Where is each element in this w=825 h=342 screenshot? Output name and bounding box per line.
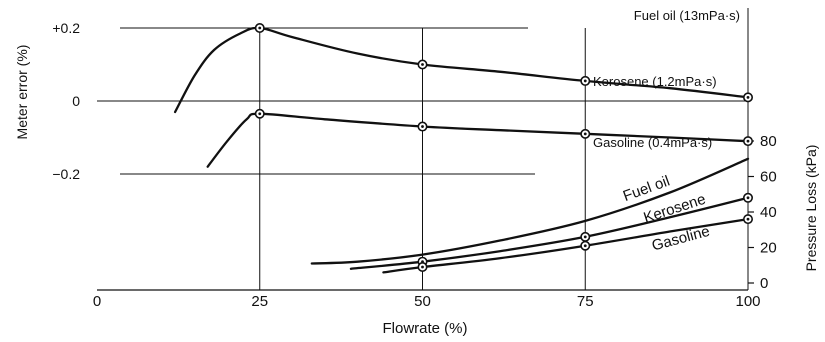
- pressure-loss-line-fuel-oil: [310, 157, 750, 265]
- pressure-loss-point-center: [583, 244, 587, 248]
- meter-error-point-center: [421, 125, 424, 128]
- meter-error-point-center: [258, 26, 262, 30]
- y-tick-label-right: 60: [760, 169, 777, 186]
- y-tick-label-right: 80: [760, 133, 777, 150]
- y-tick-label: 0: [72, 93, 80, 109]
- y-tick-label-right: 0: [760, 275, 768, 292]
- pressure-loss-point-center: [746, 196, 750, 200]
- meter-error-line-gasoline: [206, 112, 750, 168]
- x-tick-label: 0: [93, 293, 101, 310]
- series-label-kerosene: Kerosene (1.2mPa·s): [593, 74, 717, 89]
- meter-error-line-kerosene: [173, 26, 750, 114]
- series-label-fuel-oil: Fuel oil (13mPa·s): [634, 8, 740, 23]
- meter-error-point-center: [583, 79, 587, 83]
- y-tick-label-right: 20: [760, 240, 777, 257]
- y-axis-label-left: Meter error (%): [14, 45, 30, 140]
- series-label-gasoline: Gasoline: [650, 223, 712, 255]
- x-axis-label: Flowrate (%): [382, 320, 467, 337]
- x-tick-label: 50: [414, 293, 431, 310]
- y-tick-label: −0.2: [52, 166, 80, 182]
- series-label-kerosene: Kerosene: [641, 191, 707, 227]
- meter-error-point-center: [421, 63, 424, 66]
- series-labels: Fuel oil (13mPa·s) Kerosene (1.2mPa·s) Gas…: [593, 8, 740, 255]
- x-tick-label: 100: [735, 293, 760, 310]
- meter-error-point-center: [583, 132, 587, 136]
- series-label-gasoline: Gasoline (0.4mPa·s): [593, 135, 712, 150]
- meter-error-point-center: [746, 95, 750, 99]
- meter-error-point-center: [258, 112, 262, 116]
- series-lines: [173, 22, 753, 274]
- y-tick-label-right: 40: [760, 204, 777, 221]
- x-tick-label: 75: [577, 293, 594, 310]
- pressure-loss-point-center: [583, 235, 587, 239]
- y-axis-label-right: Pressure Loss (kPa): [803, 145, 819, 272]
- pressure-loss-point-center: [421, 265, 424, 269]
- pressure-loss-point-center: [746, 217, 750, 221]
- meter-error-point-center: [746, 139, 750, 143]
- y-tick-label: +0.2: [52, 20, 80, 36]
- x-tick-label: 25: [251, 293, 268, 310]
